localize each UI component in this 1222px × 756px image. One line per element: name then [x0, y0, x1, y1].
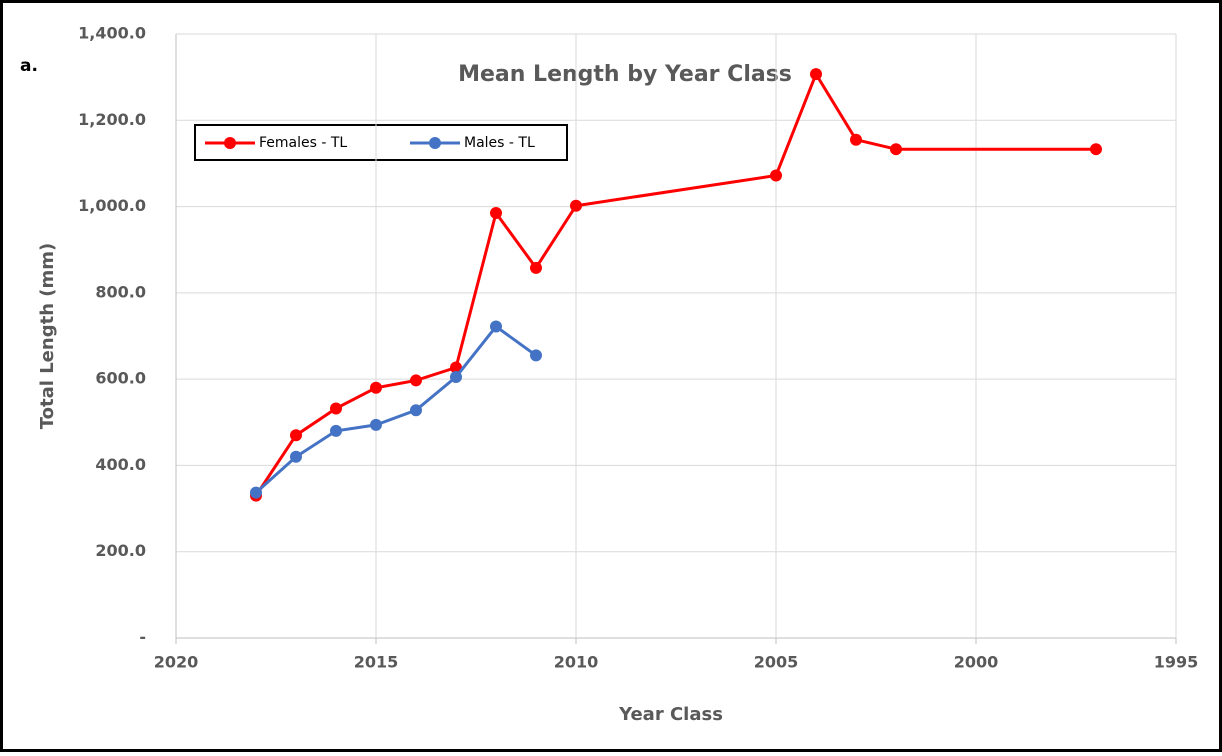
legend-marker — [224, 137, 236, 149]
data-point — [490, 320, 502, 333]
y-tick-label: 1,200.0 — [78, 110, 146, 129]
x-tick-label: 2020 — [154, 653, 199, 672]
data-point — [890, 143, 902, 156]
data-point — [570, 199, 582, 212]
data-point — [370, 418, 382, 431]
data-point — [290, 429, 302, 442]
y-axis-title: Total Length (mm) — [37, 243, 58, 429]
x-tick-label: 2000 — [954, 653, 999, 672]
y-tick-label: 800.0 — [95, 282, 146, 301]
data-point — [330, 424, 342, 437]
x-tick-label: 2015 — [354, 653, 399, 672]
data-point — [530, 261, 542, 274]
y-tick-label: 400.0 — [95, 455, 146, 474]
series-line — [254, 70, 1096, 497]
data-point — [290, 450, 302, 463]
y-tick-label: - — [139, 628, 146, 647]
chart-title: Mean Length by Year Class — [458, 62, 792, 87]
data-point — [250, 486, 262, 499]
y-tick-label: 600.0 — [95, 369, 146, 388]
legend-box — [194, 124, 568, 161]
y-tick-label: 200.0 — [95, 541, 146, 560]
data-point — [410, 374, 422, 387]
data-point — [1090, 143, 1102, 156]
data-point — [330, 402, 342, 415]
x-axis-title: Year Class — [618, 704, 723, 725]
data-point — [770, 169, 782, 182]
data-point — [850, 133, 862, 146]
data-point — [450, 370, 462, 383]
data-point — [530, 349, 542, 362]
data-point — [410, 404, 422, 417]
legend-marker — [429, 137, 441, 149]
data-point — [810, 68, 822, 81]
data-point — [490, 207, 502, 220]
legend-label: Females - TL — [259, 135, 347, 151]
panel-label: a. — [20, 56, 38, 76]
grid — [176, 33, 1177, 638]
x-tick-label: 2010 — [554, 653, 599, 672]
y-tick-label: 1,000.0 — [78, 196, 146, 215]
legend-label: Males - TL — [464, 135, 535, 151]
legend: Females - TL Males - TL — [194, 124, 568, 161]
y-tick-label: 1,400.0 — [78, 24, 146, 43]
x-tick-label: 2005 — [754, 653, 799, 672]
series-line — [254, 324, 537, 494]
x-tick-label: 1995 — [1154, 653, 1199, 672]
data-point — [450, 361, 462, 374]
data-point — [370, 381, 382, 394]
